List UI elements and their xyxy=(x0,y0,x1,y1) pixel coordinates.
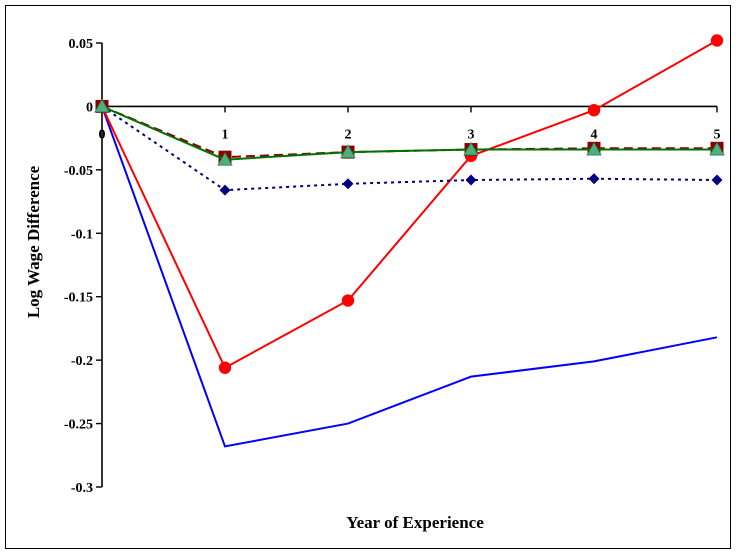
x-tick-label: 2 xyxy=(345,127,352,142)
axes: 0.05 0 -0.05 -0.1 -0.15 -0.2 -0.25 -0.3 0 1 2 3 4 5 xyxy=(64,37,721,496)
data-point xyxy=(588,173,600,185)
y-tick-label: 0.05 xyxy=(69,37,94,52)
x-tick-label: 3 xyxy=(468,127,475,142)
y-tick-label: -0.3 xyxy=(71,481,93,496)
data-point xyxy=(94,98,110,113)
series-line xyxy=(101,106,718,448)
series-line xyxy=(101,39,718,370)
x-tick-label: 5 xyxy=(714,127,721,142)
data-point xyxy=(342,178,354,190)
data-point xyxy=(586,141,602,156)
series-1 xyxy=(101,106,718,448)
series-layer xyxy=(94,34,725,448)
x-axis-title: Year of Experience xyxy=(346,513,484,532)
series-2 xyxy=(95,34,724,374)
chart-frame: 0.05 0 -0.05 -0.1 -0.15 -0.2 -0.25 -0.3 0 1 2 3 4 5 Y… xyxy=(5,5,731,549)
series-line xyxy=(101,105,717,159)
x-tick-label: 1 xyxy=(222,127,229,142)
data-point xyxy=(218,361,232,374)
y-tick-label: 0 xyxy=(86,100,93,115)
data-point xyxy=(711,174,723,186)
y-tick-label: -0.2 xyxy=(71,354,93,369)
line-chart: 0.05 0 -0.05 -0.1 -0.15 -0.2 -0.25 -0.3 0 1 2 3 4 5 Y… xyxy=(24,34,725,532)
series-line xyxy=(101,105,717,161)
y-axis-title: Log Wage Difference xyxy=(24,165,43,318)
data-point xyxy=(340,144,356,158)
x-tick-label: 4 xyxy=(591,127,598,142)
data-point xyxy=(217,151,233,166)
data-point xyxy=(219,184,231,196)
data-point xyxy=(710,34,724,47)
y-tick-label: -0.15 xyxy=(64,291,93,306)
data-point xyxy=(463,141,479,156)
series-5 xyxy=(94,98,725,166)
y-tick-label: -0.25 xyxy=(64,418,93,433)
y-tick-label: -0.1 xyxy=(71,227,93,242)
x-tick-label: 0 xyxy=(99,127,106,142)
data-point xyxy=(465,174,477,186)
data-point xyxy=(709,141,725,156)
y-tick-label: -0.05 xyxy=(64,164,93,179)
data-point xyxy=(341,294,355,307)
data-point xyxy=(587,104,601,117)
series-4 xyxy=(95,99,724,164)
